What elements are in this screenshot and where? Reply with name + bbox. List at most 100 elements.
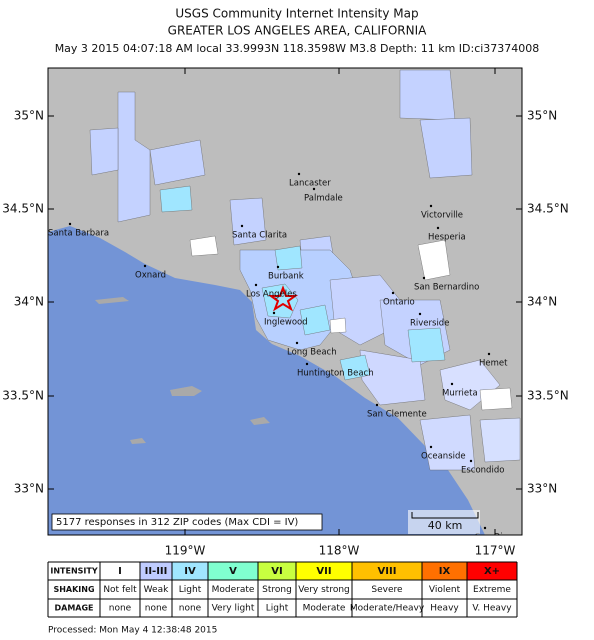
place-label: Palmdale [304,194,343,204]
legend-shaking: Strong [262,585,292,595]
lat-label-left: 34.5°N [2,202,44,216]
map-area: Lancaster Palmdale Victorville Santa Barbar… [48,68,522,543]
place-dot [68,222,72,226]
lat-label-left: 35°N [14,109,44,123]
place-dot [436,226,440,230]
legend-shaking: Light [179,585,202,595]
legend-intensity: VII [316,566,331,577]
legend-damage: Light [266,604,289,614]
legend-intensity: X+ [484,566,500,577]
legend-shaking: Severe [371,585,403,595]
place-dot [487,352,491,356]
legend-intensity: II-III [145,566,168,577]
lon-label: 117°W [475,544,516,558]
place-label: Hesperia [428,233,466,243]
legend-damage: Heavy [430,604,459,614]
scale-label: 40 km [428,519,463,532]
place-label: San Diego [475,533,518,543]
place-dot [429,445,433,449]
intensity-color [208,562,258,580]
intensity-color [172,562,208,580]
place-label: Los Angeles [246,290,297,300]
place-label: Santa Clarita [232,231,287,241]
intensity-color [422,562,467,580]
legend-shaking: Violent [429,585,461,595]
epicenter-star [267,285,299,312]
place-label: Riverside [410,319,449,329]
legend-damage: none [179,604,202,614]
intensity-iv-regions [159,185,446,381]
place-dot [143,264,147,268]
intensity-color [296,562,352,580]
legend: INTENSITY SHAKING DAMAGE I Not felt none II-II… [47,561,518,618]
no-felt-regions [189,235,513,411]
legend-intensity: IX [439,566,451,577]
intensity-color [140,562,172,580]
legend-row-header: DAMAGE [54,604,93,613]
place-dot [276,265,280,269]
intensity-color [100,562,140,580]
legend-damage: V. Heavy [472,604,512,614]
lon-label: 119°W [165,544,206,558]
legend-intensity: V [229,566,237,577]
legend-damage: none [145,604,168,614]
place-dot [422,276,426,280]
legend-damage: Very light [212,604,255,614]
legend-intensity: VI [271,566,282,577]
place-labels: Lancaster Palmdale Victorville Santa Barbar… [48,172,518,543]
place-label: Santa Barbara [48,229,109,239]
place-label: Oceanside [421,452,466,462]
scale-bar [411,512,479,519]
place-label: Long Beach [287,348,337,358]
legend-shaking: Extreme [473,585,511,595]
title: USGS Community Internet Intensity Map [175,7,418,21]
lat-label-right: 34.5°N [527,202,569,216]
place-label: Murrieta [442,389,478,399]
lat-label-left: 33°N [14,482,44,496]
lat-label-right: 33.5°N [527,389,569,403]
place-dot [272,311,276,315]
lat-label-right: 33°N [527,482,557,496]
place-dot [483,526,487,530]
lon-label: 118°W [319,544,360,558]
axes: 35°N 35°N 34.5°N 34.5°N 34°N 34°N 33.5°N 33.5°N… [2,68,569,558]
place-label: Inglewood [264,318,308,328]
legend-intensity: I [118,566,122,577]
lat-label-left: 34°N [14,295,44,309]
place-label: Victorville [421,211,463,221]
place-label: Huntington Beach [297,369,374,379]
legend-row-header: INTENSITY [50,567,97,576]
place-dot [312,187,316,191]
responses-note: 5177 responses in 312 ZIP codes (Max CDI… [56,517,298,528]
legend-shaking: Very strong [298,585,350,595]
lat-label-right: 34°N [527,295,557,309]
responses-box [51,513,323,531]
intensity-regions [89,69,521,471]
event-info: May 3 2015 04:07:18 AM local 33.9993N 11… [55,42,540,55]
place-dot [450,382,454,386]
place-label: Hemet [479,359,508,369]
intensity-color [352,562,422,580]
intensity-color [467,562,517,580]
place-dot [429,204,433,208]
place-dot [375,403,379,407]
legend-damage: Moderate/Heavy [350,604,425,614]
place-dot [391,291,395,295]
place-dot [418,312,422,316]
legend-intensity: VIII [378,566,397,577]
scale-bg [408,510,480,534]
legend-damage: Moderate [303,604,346,614]
legend-intensity: IV [184,566,196,577]
intensity-color [258,562,296,580]
place-label: San Bernardino [414,283,479,293]
place-dot [295,341,299,345]
processed-note: Processed: Mon May 4 12:38:48 2015 [48,626,217,636]
legend-shaking: Weak [144,585,169,595]
place-label: Escondido [461,466,504,476]
place-dot [240,224,244,228]
place-label: San Clemente [367,410,427,420]
legend-shaking: Not felt [103,585,137,595]
lat-label-left: 33.5°N [2,389,44,403]
place-label: Oxnard [135,271,166,281]
place-dot [469,459,473,463]
